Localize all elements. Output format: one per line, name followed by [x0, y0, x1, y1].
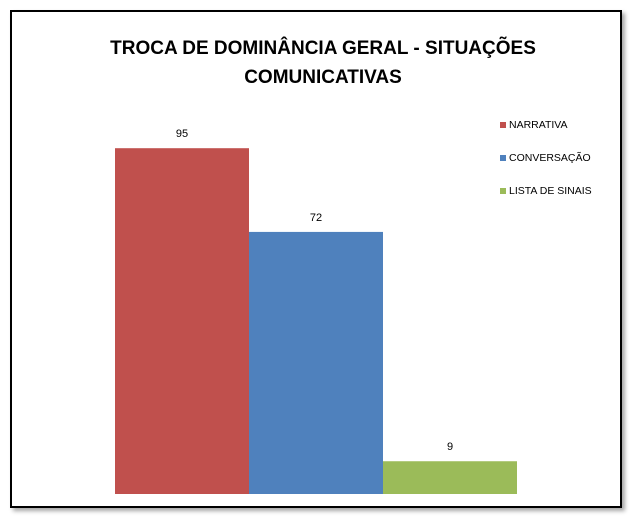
- data-label-0: 95: [176, 128, 188, 140]
- legend-swatch-2: [500, 188, 506, 194]
- chart-title-line-2: COMUNICATIVAS: [244, 67, 402, 88]
- legend-label-2: LISTA DE SINAIS: [509, 185, 592, 197]
- legend-swatch-0: [500, 122, 506, 128]
- bar-0: [115, 148, 249, 494]
- data-label-2: 9: [447, 441, 453, 453]
- legend-swatch-1: [500, 155, 506, 161]
- bar-2: [383, 461, 517, 494]
- chart-title-line-1: TROCA DE DOMINÂNCIA GERAL - SITUAÇÕES: [110, 37, 536, 59]
- bar-1: [249, 231, 383, 495]
- legend-label-1: CONVERSAÇÃO: [509, 151, 591, 164]
- legend-label-0: NARRATIVA: [509, 119, 568, 131]
- data-label-1: 72: [310, 212, 322, 224]
